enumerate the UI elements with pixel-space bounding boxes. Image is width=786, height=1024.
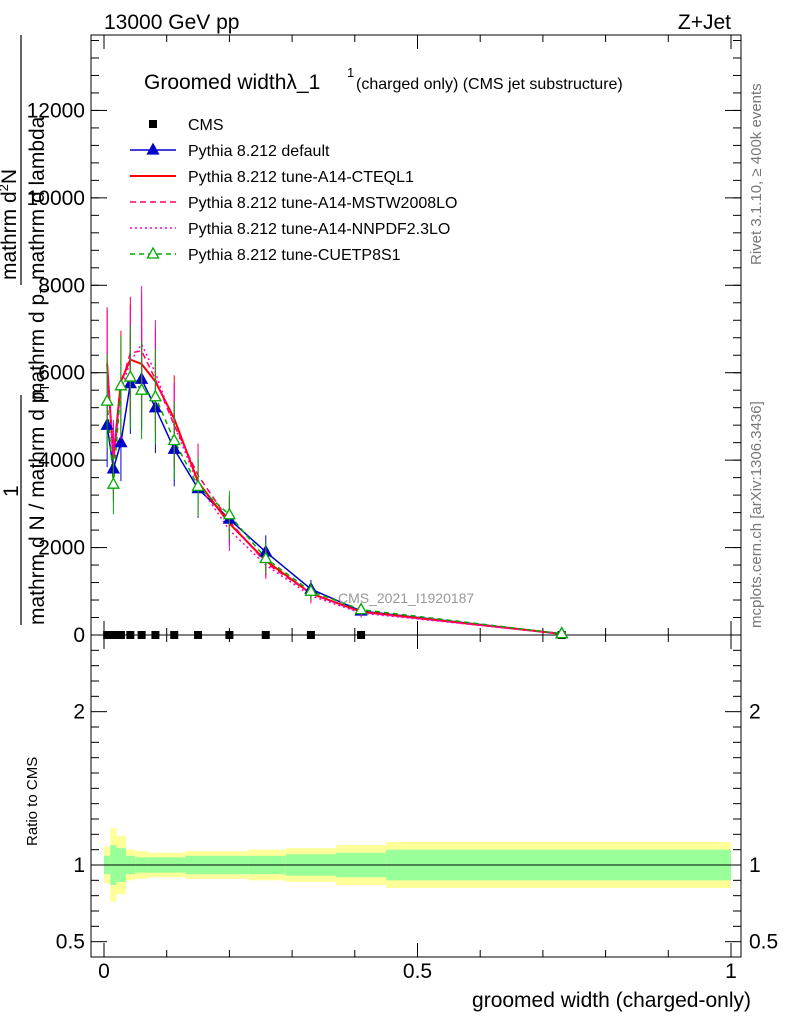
y-label-top-1-sup: 2 xyxy=(0,184,11,191)
legend-label-nnpdf: Pythia 8.212 tune-A14-NNPDF2.3LO xyxy=(188,221,450,238)
point-cuetp8s1 xyxy=(304,583,318,596)
ratio-axis-label: Ratio to CMS xyxy=(24,757,41,846)
point-cuetp8s1 xyxy=(191,479,205,492)
legend: CMS Pythia 8.212 default Pythia 8.212 tune… xyxy=(130,117,457,264)
axis-ticks: 0 0.5 1 0 2000 4000 6000 8000 10000 12000 0.5 0.5 1 1… xyxy=(27,35,778,983)
ratio-tick-label: 1 xyxy=(73,854,85,877)
point-cuetp8s1 xyxy=(148,389,163,402)
legend-marker-default xyxy=(146,142,160,155)
x-tick-label: 0 xyxy=(98,960,110,983)
cms-data-point xyxy=(151,631,160,639)
point-cuetp8s1 xyxy=(135,382,149,395)
y-axis-label: mathrm d2N mathrm d pT mathrm d lambda 1… xyxy=(0,35,52,625)
series-line-cuetp8s1 xyxy=(106,376,562,635)
point-cuetp8s1 xyxy=(167,433,181,446)
title-suffix: (charged only) (CMS jet substructure) xyxy=(356,76,623,93)
svg-text:mathrm d pT mathrm d lambda: mathrm d pT mathrm d lambda xyxy=(26,116,52,400)
series-line-nnpdf xyxy=(106,342,562,635)
plot-title: Groomed widthλ_1 1 (charged only) (CMS j… xyxy=(144,65,623,94)
mc-curves xyxy=(106,342,562,635)
y-label-top-1-tail: N xyxy=(0,169,21,184)
legend-marker-cuetp8s1 xyxy=(146,246,160,259)
data-markers xyxy=(100,286,569,639)
legend-label-cteql1: Pythia 8.212 tune-A14-CTEQL1 xyxy=(188,169,414,186)
cms-data-point xyxy=(357,631,366,639)
series-line-default xyxy=(106,378,562,635)
y-tick-label: 4000 xyxy=(38,449,85,472)
legend-label-cms: CMS xyxy=(188,117,224,134)
cms-data-point xyxy=(261,631,270,639)
y-tick-label: 6000 xyxy=(38,362,85,385)
point-cuetp8s1 xyxy=(100,393,114,406)
point-cuetp8s1 xyxy=(114,378,128,391)
y-label-bottom: mathrm d N / mathrm d p xyxy=(26,392,49,625)
cms-data-point xyxy=(194,631,203,639)
ratio-tick-label-right: 2 xyxy=(749,701,761,724)
cms-data-point xyxy=(103,631,112,639)
y-tick-label: 12000 xyxy=(27,99,85,122)
point-cuetp8s1 xyxy=(106,476,121,489)
legend-label-cuetp8s1: Pythia 8.212 tune-CUETP8S1 xyxy=(188,247,401,264)
cms-data-point xyxy=(306,631,315,639)
y-tick-label: 10000 xyxy=(27,187,85,210)
ratio-plot-frame xyxy=(90,634,742,958)
ratio-tick-label: 0.5 xyxy=(56,931,85,954)
watermark: CMS_2021_I1920187 xyxy=(338,590,474,606)
cms-data-point xyxy=(109,631,118,639)
y-label-bottom-sub: T xyxy=(37,384,52,392)
point-cuetp8s1 xyxy=(222,507,236,520)
ratio-tick-label-right: 0.5 xyxy=(749,931,778,954)
point-cuetp8s1 xyxy=(555,626,569,639)
series-line-cteql1 xyxy=(106,358,562,635)
cms-data-point xyxy=(137,631,146,639)
point-cuetp8s1 xyxy=(354,602,368,615)
svg-text:mathrm d2N: mathrm d2N xyxy=(0,169,21,280)
ratio-tick-label: 2 xyxy=(73,701,85,724)
y-label-top-1: mathrm d xyxy=(0,191,21,280)
y-label-one: 1 xyxy=(0,485,23,497)
x-tick-label: 1 xyxy=(725,960,737,983)
legend-label-mstw: Pythia 8.212 tune-A14-MSTW2008LO xyxy=(188,195,457,212)
legend-label-default: Pythia 8.212 default xyxy=(188,143,330,160)
cms-data-point xyxy=(116,631,125,639)
cms-data-point xyxy=(126,631,135,639)
legend-marker-cms xyxy=(149,120,157,128)
x-tick-label: 0.5 xyxy=(403,960,432,983)
process-label: Z+Jet xyxy=(678,11,731,34)
y-tick-label: 8000 xyxy=(38,274,85,297)
y-tick-label: 2000 xyxy=(38,537,85,560)
y-label-top-2: mathrm d p xyxy=(26,294,49,400)
cms-data-point xyxy=(170,631,179,639)
point-default xyxy=(114,435,128,448)
title-main: Groomed widthλ_1 xyxy=(144,71,320,94)
point-cuetp8s1 xyxy=(123,369,137,382)
y-tick-label: 0 xyxy=(73,624,85,647)
mcplots-label: mcplots.cern.ch [arXiv:1306.3436] xyxy=(748,401,765,628)
rivet-label: Rivet 3.1.10, ≥ 400k events xyxy=(748,83,765,265)
y-label-top-2-tail: mathrm d lambda xyxy=(26,116,49,286)
y-label-top-2-sub: T xyxy=(37,286,52,294)
energy-label: 13000 GeV pp xyxy=(104,11,239,34)
ratio-tick-label-right: 1 xyxy=(749,854,761,877)
series-line-mstw xyxy=(106,350,562,635)
cms-data-point xyxy=(225,631,234,639)
svg-text:mathrm d N / mathrm d pT: mathrm d N / mathrm d pT xyxy=(26,384,52,625)
point-cuetp8s1 xyxy=(259,551,273,564)
x-axis-label: groomed width (charged-only) xyxy=(472,989,751,1012)
title-sup: 1 xyxy=(347,65,354,80)
